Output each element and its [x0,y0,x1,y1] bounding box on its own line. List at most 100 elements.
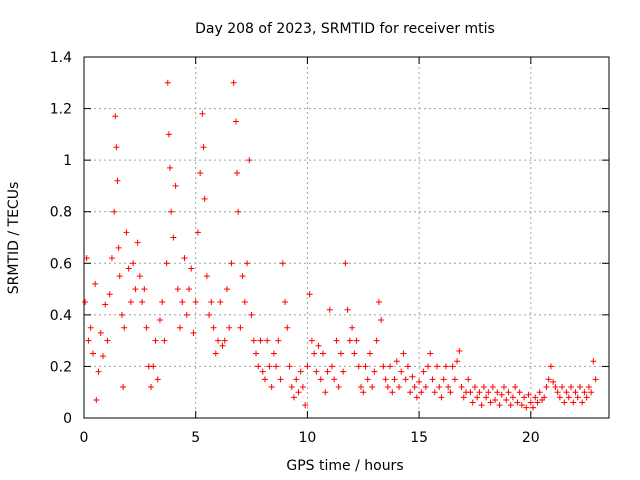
data-point [366,350,373,357]
data-point [150,363,157,370]
data-point [501,384,507,391]
plot-frame [83,56,610,419]
data-point [425,363,432,370]
data-point [284,324,291,331]
data-point [516,389,523,396]
data-point [264,337,271,344]
data-point [543,384,550,391]
data-point [418,389,425,396]
data-point [161,337,168,344]
y-axis-label: SRMTID / TECUs [6,182,22,295]
data-point [82,298,89,305]
data-point [474,394,481,401]
data-point [99,353,106,360]
data-point [320,350,327,357]
data-point [304,363,311,370]
data-point [306,291,313,298]
data-point [505,389,512,396]
data-point [322,389,329,396]
data-point [282,298,289,305]
data-point [454,358,461,365]
data-point [378,317,385,324]
data-point [422,384,429,391]
data-point [554,389,561,396]
data-point [471,384,478,391]
data-point [89,350,96,357]
data-point [404,363,411,370]
data-point [358,384,365,391]
data-point [342,260,349,267]
data-point [489,384,496,391]
data-point [246,157,253,164]
data-point [494,389,501,396]
data-point [409,373,416,380]
data-point [164,79,171,86]
data-points [82,79,599,411]
data-point [108,255,115,262]
data-point [389,389,396,396]
data-point [226,324,233,331]
data-point [333,337,340,344]
data-point [398,368,405,375]
data-point [523,404,530,411]
data-point [380,363,387,370]
data-point [449,363,456,370]
data-point [384,384,391,391]
y-tick-label: 1 [63,153,72,169]
data-point [355,363,362,370]
data-point [364,376,371,383]
grid [84,57,609,418]
data-point [297,368,304,375]
data-point [556,394,563,401]
data-point [215,337,222,344]
data-point [235,208,242,215]
data-point [579,399,586,406]
data-point [360,389,367,396]
data-point [253,350,260,357]
data-point [165,131,172,138]
x-tick-label: 15 [410,430,428,446]
data-point [469,399,476,406]
data-point [268,384,275,391]
data-point [362,363,369,370]
data-point [512,384,519,391]
data-point [188,265,195,272]
data-point [458,384,465,391]
data-point [413,394,420,401]
data-point [295,389,302,396]
data-point [93,396,100,403]
data-point [85,337,92,344]
data-point [127,298,134,305]
data-point [194,229,201,236]
x-axis-label: GPS time / hours [286,458,403,474]
data-point [221,337,228,344]
data-point [442,363,449,370]
data-point [445,384,452,391]
data-point [114,177,121,184]
data-point [353,337,360,344]
data-point [87,324,94,331]
data-point [349,324,356,331]
data-point [167,164,174,171]
data-point [509,394,516,401]
data-point [293,376,300,383]
data-point [411,384,418,391]
data-point [203,273,210,280]
data-point [266,363,273,370]
data-point [476,389,483,396]
data-point [174,286,181,293]
data-point [438,394,445,401]
data-point [492,396,499,403]
data-point [429,376,436,383]
data-point [248,311,255,318]
data-point [536,389,543,396]
data-point [270,350,277,357]
data-point [97,329,104,336]
data-point [451,376,458,383]
data-point [259,368,266,375]
data-point [496,402,503,409]
data-point [186,286,192,293]
data-point [286,363,293,370]
data-point [317,376,324,383]
data-point [106,291,113,298]
